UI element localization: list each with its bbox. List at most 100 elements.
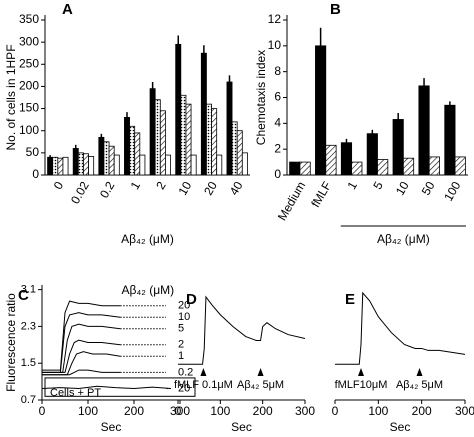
bar <box>149 88 156 176</box>
bar <box>47 156 54 176</box>
y-tick-label: 0 <box>32 167 39 181</box>
bar <box>454 156 466 176</box>
series-label: 20 <box>178 382 190 394</box>
arrow <box>257 368 264 376</box>
bar <box>108 145 115 176</box>
bar <box>226 81 233 176</box>
panel-label: B <box>330 1 341 18</box>
x-tick-label: 300 <box>170 404 190 418</box>
bar <box>52 156 59 176</box>
bar <box>211 108 218 176</box>
y-tick-label: 3.1 <box>21 284 36 296</box>
bar <box>402 157 415 176</box>
bar <box>165 154 171 176</box>
arrow <box>200 368 207 376</box>
x-tick-label: 0.02 <box>68 179 92 207</box>
y-tick-label: 300 <box>19 34 39 48</box>
arrow <box>358 368 364 376</box>
panel-label: A <box>62 1 73 18</box>
y-tick-label: 350 <box>19 12 39 26</box>
arrow <box>416 368 423 376</box>
x-tick-label: 0 <box>332 404 339 418</box>
bar <box>83 153 89 176</box>
y-tick-label: 150 <box>19 101 39 115</box>
y-tick-label: 8 <box>274 64 281 78</box>
x-tick-label: 0.2 <box>97 179 118 201</box>
x-axis-label: Sec <box>390 420 411 434</box>
bar <box>175 43 182 176</box>
x-tick-label: 100 <box>78 404 98 418</box>
bar <box>231 121 238 176</box>
bar <box>418 85 430 176</box>
y-tick-label: 0.7 <box>21 394 36 406</box>
trace <box>42 351 121 376</box>
bar <box>216 154 223 176</box>
annotation: Aβ₄₂ 5μM <box>396 379 443 391</box>
bar <box>154 99 161 176</box>
y-axis-label: Fluorescence ratio <box>4 293 18 392</box>
bar <box>72 148 79 176</box>
chart-title: Aβ₄₂ (μM) <box>121 283 174 297</box>
trace <box>178 295 306 365</box>
series-label: 1 <box>178 350 184 362</box>
y-tick-label: 2 <box>274 141 281 155</box>
bar <box>325 144 337 176</box>
x-tick-label: 200 <box>124 404 144 418</box>
bar <box>88 155 95 176</box>
bar <box>351 161 363 176</box>
bar <box>185 103 192 176</box>
x-tick-label: 100 <box>368 404 388 418</box>
bar <box>366 133 378 176</box>
bar <box>159 110 166 176</box>
x-axis-label: Sec <box>231 420 252 434</box>
series-label: 20 <box>178 300 190 312</box>
bar <box>139 154 146 176</box>
bar <box>289 161 301 176</box>
bar <box>340 142 353 176</box>
x-tick-label: Medium <box>275 179 308 223</box>
bar <box>315 45 327 176</box>
y-tick-label: 100 <box>19 123 39 137</box>
x-tick-label: 300 <box>455 404 474 418</box>
y-tick-label: 10 <box>268 38 282 52</box>
trace <box>42 339 121 373</box>
y-tick-label: 50 <box>26 145 40 159</box>
series-label: 0.2 <box>178 366 193 378</box>
y-tick-label: 200 <box>19 79 39 93</box>
bar <box>299 161 311 176</box>
box-label: Cells + PT <box>50 387 101 399</box>
trace <box>42 323 121 373</box>
bar <box>444 104 456 176</box>
bar <box>236 130 243 176</box>
x-tick-label: 2 <box>153 179 169 192</box>
x-tick-label: 20 <box>201 179 220 198</box>
annotation: fMLF10μM <box>335 379 388 391</box>
bar <box>190 154 197 176</box>
bar <box>124 117 130 176</box>
y-tick-label: 0 <box>274 167 281 181</box>
bar <box>134 132 141 176</box>
panel-label: D <box>186 291 197 308</box>
x-tick-label: 40 <box>227 179 246 198</box>
x-axis-label: Aβ₄₂ (μM) <box>377 232 430 246</box>
y-axis-label: Chemotaxis index <box>254 50 268 145</box>
bar <box>57 157 64 176</box>
bar <box>377 159 389 176</box>
y-tick-label: 1.5 <box>21 357 36 369</box>
trace <box>41 385 171 390</box>
bar <box>129 125 136 176</box>
y-tick-label: 250 <box>19 56 39 70</box>
bar <box>103 141 110 176</box>
bar <box>241 152 248 176</box>
bar <box>180 94 187 176</box>
trace <box>42 300 121 371</box>
x-tick-label: 10 <box>175 179 194 198</box>
x-tick-label: 1 <box>345 179 361 192</box>
x-axis-label: Sec <box>101 420 122 434</box>
annotation: Aβ₄₂ 5μM <box>237 379 284 391</box>
trace <box>42 369 121 376</box>
y-tick-label: 12 <box>268 12 282 26</box>
series-label: 5 <box>178 323 184 335</box>
annotation: fMLF 0.1μM <box>174 379 233 391</box>
